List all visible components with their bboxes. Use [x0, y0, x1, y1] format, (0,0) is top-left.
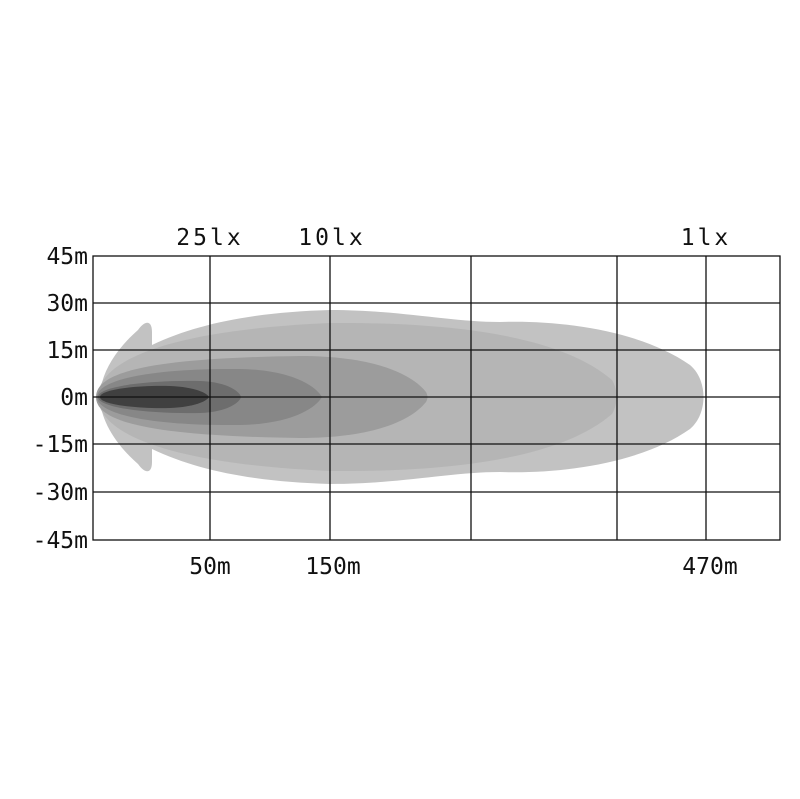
y-tick: 30m: [46, 291, 88, 317]
x-axis-labels: 50m 150m 470m: [189, 554, 737, 580]
y-tick: -15m: [33, 432, 88, 458]
x-tick: 50m: [189, 554, 231, 580]
x-tick: 150m: [305, 554, 360, 580]
y-tick: 0m: [60, 385, 88, 411]
lux-label: 10lx: [298, 225, 365, 251]
y-tick: -45m: [33, 528, 88, 554]
y-tick: 45m: [46, 244, 88, 270]
lux-label: 1lx: [681, 225, 732, 251]
lux-label: 25lx: [176, 225, 243, 251]
y-tick: -30m: [33, 480, 88, 506]
lux-labels: 25lx 10lx 1lx: [176, 225, 732, 251]
y-tick: 15m: [46, 338, 88, 364]
x-tick: 470m: [682, 554, 737, 580]
y-axis-labels: 45m 30m 15m 0m -15m -30m -45m: [33, 244, 88, 554]
grid: [92, 255, 781, 541]
